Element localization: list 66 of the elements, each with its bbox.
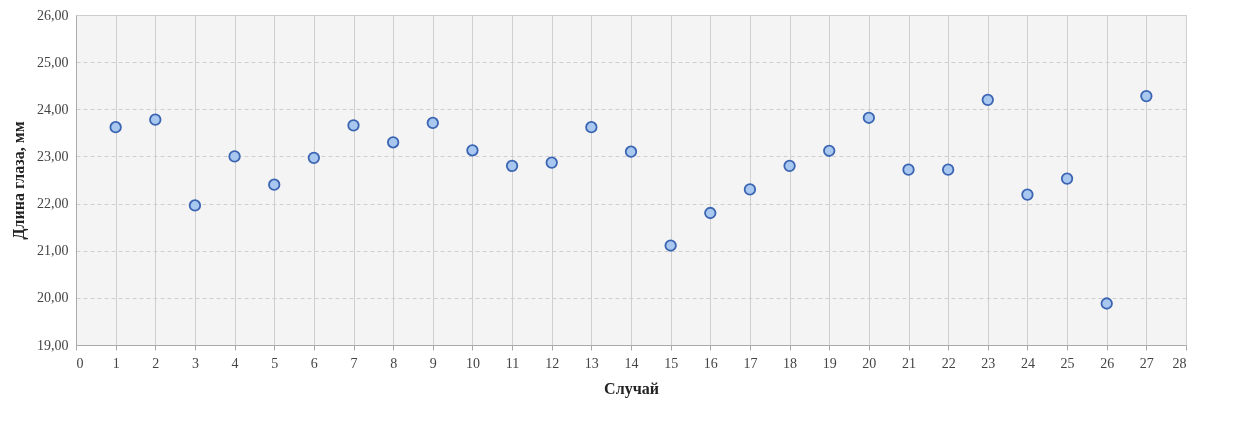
- x-tick-label: 21: [902, 355, 916, 371]
- x-tick-label: 14: [624, 355, 639, 371]
- point: [664, 239, 677, 252]
- x-tick-label: 2: [152, 355, 160, 371]
- point: [307, 151, 320, 164]
- point: [268, 178, 281, 191]
- point: [585, 121, 598, 134]
- point: [545, 156, 558, 169]
- y-tick-label: 20,00: [37, 290, 69, 306]
- point: [466, 144, 479, 157]
- point: [942, 163, 955, 176]
- x-tick-label: 0: [76, 355, 84, 371]
- y-tick-label: 21,00: [37, 243, 69, 259]
- x-tick-label: 24: [1020, 355, 1035, 371]
- x-tick-label: 3: [191, 355, 199, 371]
- point: [1060, 172, 1074, 185]
- point: [1021, 188, 1034, 201]
- x-axis-title: Случай: [604, 379, 659, 398]
- point: [1140, 89, 1153, 103]
- point: [624, 145, 638, 158]
- x-tick-label: 12: [545, 355, 560, 371]
- x-tick-label: 5: [271, 355, 279, 371]
- point: [426, 116, 439, 130]
- y-tick-label: 24,00: [37, 101, 69, 117]
- y-tick-label: 22,00: [37, 196, 69, 212]
- x-tick-label: 25: [1060, 355, 1075, 371]
- x-tick-label: 18: [783, 355, 798, 371]
- point: [743, 183, 757, 196]
- point: [1100, 297, 1113, 310]
- point: [149, 113, 162, 126]
- x-tick-label: 16: [703, 355, 718, 371]
- y-axis-title: Длина глаза, мм: [10, 121, 28, 240]
- x-tick-label: 13: [584, 355, 599, 371]
- x-tick-label: 11: [505, 355, 520, 371]
- point: [188, 199, 202, 212]
- point: [823, 144, 836, 157]
- x-tick-label: 6: [310, 355, 318, 371]
- y-tick-label: 25,00: [37, 54, 69, 70]
- x-tick-label: 15: [664, 355, 679, 371]
- x-tick-label: 19: [822, 355, 837, 371]
- point: [862, 111, 875, 124]
- x-tick-label: 17: [743, 355, 758, 371]
- point: [902, 163, 915, 176]
- x-tick-label: 23: [981, 355, 996, 371]
- point: [109, 121, 122, 134]
- point: [981, 93, 994, 106]
- x-tick-label: 4: [231, 355, 239, 371]
- point: [387, 136, 400, 149]
- x-tick-label: 9: [429, 355, 437, 371]
- x-tick-label: 22: [941, 355, 956, 371]
- x-tick-label: 20: [862, 355, 877, 371]
- y-tick-label: 19,00: [37, 337, 69, 353]
- x-tick-label: 1: [112, 355, 120, 371]
- point: [228, 150, 241, 163]
- x-tick-label: 26: [1100, 355, 1115, 371]
- y-tick-label: 26,00: [37, 7, 69, 23]
- y-tick-label: 23,00: [37, 148, 69, 164]
- point: [704, 206, 717, 220]
- x-tick-label: 27: [1139, 355, 1154, 371]
- point: [505, 159, 519, 172]
- x-tick-label: 10: [465, 355, 480, 371]
- point: [347, 119, 360, 132]
- x-tick-label: 8: [390, 355, 398, 371]
- x-tick-label: 28: [1172, 355, 1187, 371]
- point: [783, 159, 796, 172]
- x-tick-label: 7: [350, 355, 358, 371]
